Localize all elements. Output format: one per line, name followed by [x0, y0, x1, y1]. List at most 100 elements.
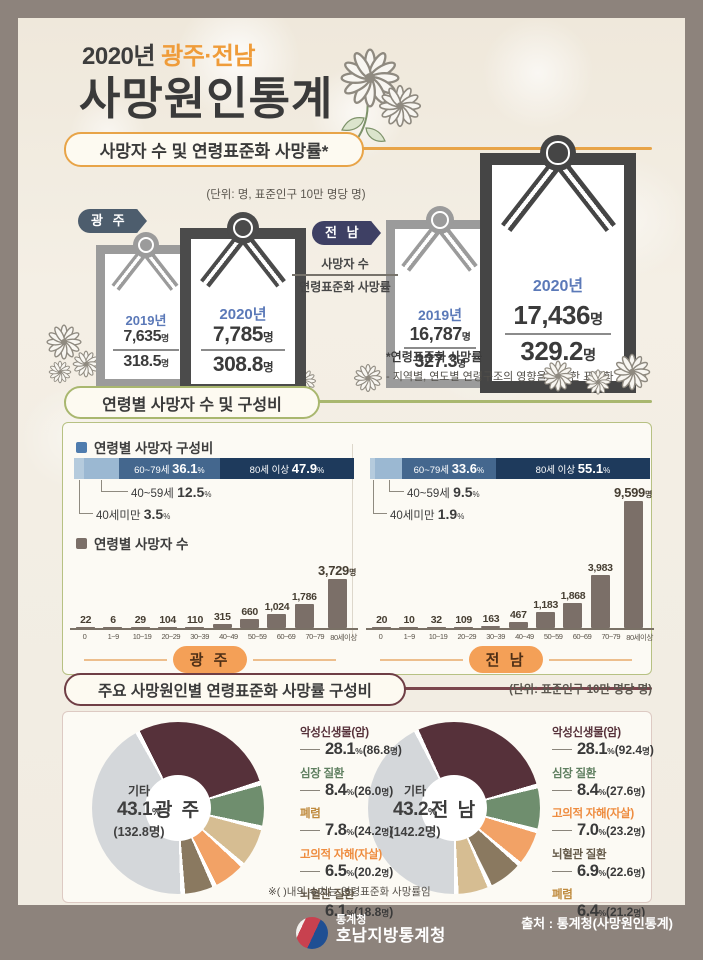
bar	[185, 626, 205, 628]
age-share-stacked-bar-jeonnam: 60~79세 33.6% 80세 이상 55.1%	[370, 458, 650, 479]
axis-category-label: 40~49	[219, 632, 238, 641]
standardized-rate: 308.8명	[212, 352, 274, 376]
bar	[399, 626, 419, 628]
axis-category-label: 50~59	[543, 632, 563, 641]
ribbon-rosette-icon	[540, 135, 576, 171]
region-pill-jeonnam: 전 남	[468, 646, 544, 673]
bar-column: 1,183	[532, 599, 559, 628]
bar	[454, 626, 474, 628]
callout-label: 40~59세 12.5%	[131, 484, 212, 500]
bar-column: 110	[181, 613, 208, 628]
axis-category-label: 0	[378, 632, 383, 641]
deaths-count: 17,436명	[513, 300, 603, 331]
pie-center-jeonnam: 전 남	[421, 775, 487, 841]
age-deaths-bar-chart-gwangju: 22 6 29 104 110 315 660 1,024 1,786 3,729명	[72, 560, 356, 628]
section2-title: 연령별 사망자 수 및 구성비	[64, 386, 320, 419]
pie-note: ※( )내의 수치는 연령표준화 사망률임	[268, 886, 431, 898]
header-year-region: 2020년 광주·전남	[82, 36, 255, 71]
ribbon-rosette-icon	[227, 212, 259, 244]
bar-column: 163	[477, 613, 504, 628]
cause-legend-item: 폐렴 6.4%(21.2명)	[552, 886, 656, 921]
age-share-segment	[83, 458, 119, 479]
header-region: 광주·전남	[161, 43, 255, 70]
bar	[508, 621, 528, 628]
region-pill-row-jeonnam: 전 남	[380, 646, 632, 673]
region-pill-row-gwangju: 광 주	[84, 646, 336, 673]
pie-other-gwangju: 기타 43.1% (132.8명)	[113, 784, 165, 839]
axis-category-label: 10~19	[428, 632, 448, 641]
deaths-count: 7,635명	[123, 328, 169, 346]
callout-label: 40세미만 3.5%	[96, 506, 171, 522]
pill-line	[549, 658, 632, 661]
header-year: 2020년	[82, 43, 155, 70]
bar-value-label: 1,868	[560, 590, 586, 603]
section3-title: 주요 사망원인별 연령표준화 사망률 구성비	[64, 673, 406, 706]
bar-column: 104	[154, 614, 181, 628]
axis-category-label: 20~29	[457, 632, 477, 641]
bar-value-label: 1,786	[291, 591, 317, 604]
flower-decoration	[542, 353, 651, 395]
pie-center-gwangju: 광 주	[145, 775, 211, 841]
bar	[623, 501, 643, 628]
standardized-rate: 329.2명	[520, 335, 596, 366]
bar-value-label: 29	[134, 613, 146, 626]
callout-line	[373, 480, 387, 514]
age-share-segment: 80세 이상 55.1%	[495, 458, 650, 479]
frame-value-legend: 사망자 수 연령표준화 사망률	[292, 253, 398, 297]
frame-year: 2019년	[417, 307, 463, 324]
bar-value-label: 163	[482, 612, 500, 625]
bar	[212, 623, 232, 628]
bar	[130, 626, 150, 628]
axis-category-label: 10~19	[132, 632, 152, 641]
axis-baseline	[70, 628, 358, 630]
footer-bar: 통계청 호남지방통계청 출처 : 통계청(사망원인통계)	[0, 905, 703, 960]
callout-line	[79, 480, 93, 514]
bar-column: 315	[209, 611, 236, 628]
bar-value-label: 22	[80, 613, 92, 626]
memorial-frame-gwangju-2020: 2020년 7,785명 308.8명	[180, 212, 306, 395]
bar-column: 29	[127, 613, 154, 628]
bar-value-label: 110	[186, 613, 203, 626]
age-share-stacked-bar-gwangju: 60~79세 36.1% 80세 이상 47.9%	[74, 458, 354, 479]
badge-gwangju: 광 주	[78, 209, 147, 233]
memorial-frame-gwangju-2019: 2019년 7,635명 318.5명	[96, 232, 196, 388]
section1-unit: (단위: 명, 표준인구 10만 명당 명)	[206, 189, 366, 201]
bar-column: 467	[505, 609, 532, 628]
bar-column: 1,868	[559, 590, 586, 628]
region-pill-gwangju: 광 주	[172, 646, 248, 673]
frame-year: 2019년	[125, 313, 167, 329]
legend-square-blue	[76, 441, 87, 453]
cause-legend-item: 폐렴 7.8%(24.2명)	[300, 805, 470, 840]
axis-categories-jeonnam: 0 1~9 10~19 20~29 30~39 40~49 50~59 60~69 70~79 8…	[366, 632, 654, 643]
bar-column: 660	[236, 606, 263, 628]
footnote-title: *연령표준화 사망률	[386, 350, 483, 364]
bar	[294, 604, 314, 628]
bar-column: 10	[395, 614, 422, 628]
section2-rule	[64, 400, 652, 403]
bar-value-label: 1,183	[533, 599, 559, 612]
ribbon-rosette-icon	[133, 232, 159, 258]
legend-age-count: 연령별 사망자 수	[76, 533, 188, 553]
cause-legend-item: 고의적 자해(자살) 6.5%(20.2명)	[300, 846, 470, 881]
axis-category-label: 50~59	[247, 632, 267, 641]
legend-divider	[292, 274, 398, 276]
age-share-segment: 60~79세 36.1%	[118, 458, 220, 479]
legend-deaths-label: 사망자 수	[321, 257, 369, 271]
deaths-count: 7,785명	[212, 322, 274, 346]
footnote-desc: - 지역별, 연도별 연령구조의 영향을 제거한 표준화 사망률	[386, 371, 647, 383]
axis-category-label: 0	[82, 632, 87, 641]
bar	[327, 578, 347, 628]
column-divider	[352, 444, 353, 640]
axis-category-label: 70~79	[305, 632, 325, 641]
footnote: *연령표준화 사망률 - 지역별, 연도별 연령구조의 영향을 제거한 표준화 …	[386, 348, 647, 384]
ribbon-rosette-icon	[426, 206, 454, 234]
bar-value-label: 3,983	[587, 562, 613, 575]
axis-category-label: 20~29	[161, 632, 181, 641]
page-title: 사망원인통계	[79, 73, 334, 124]
axis-category-label: 60~69	[276, 632, 296, 641]
callout-label: 40~59세 9.5%	[407, 484, 480, 500]
axis-baseline	[366, 628, 654, 630]
frame-divider	[113, 349, 179, 352]
axis-category-label: 80세이상	[626, 633, 653, 642]
callout-line	[101, 480, 128, 492]
